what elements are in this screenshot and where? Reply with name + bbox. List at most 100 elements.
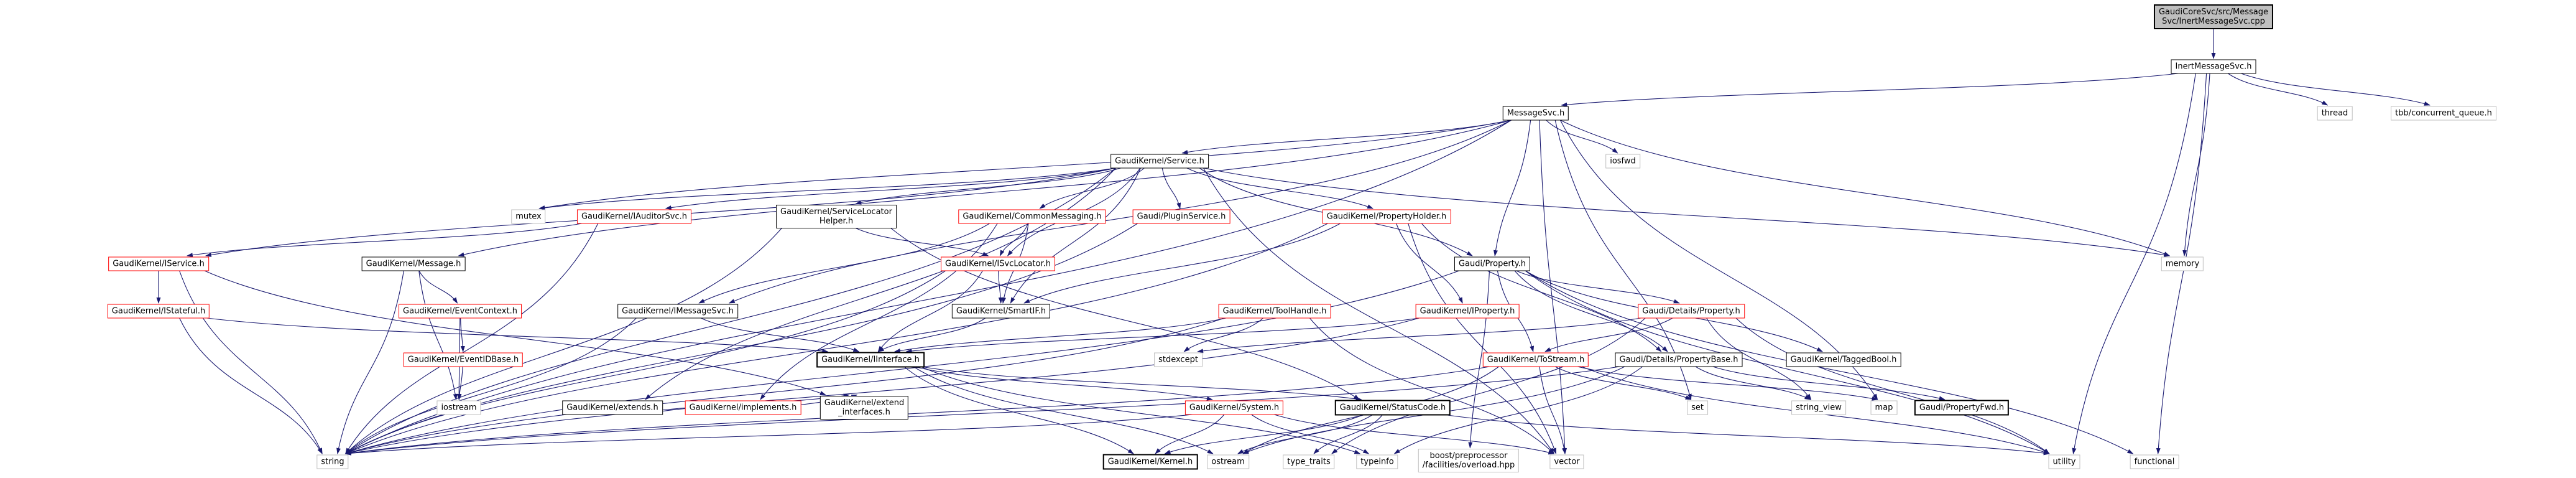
node-label: iosfwd [1610,156,1636,166]
edge-messagesvc-mutex [538,120,1512,210]
node-tbb[interactable]: tbb/concurrent_queue.h [2391,106,2496,121]
node-gproperty[interactable]: Gaudi/Property.h [1454,256,1531,271]
node-propertyfwd[interactable]: Gaudi/PropertyFwd.h [1914,400,2010,416]
edge-inert-thread [2228,73,2329,106]
edge-iproperty-string [344,317,1420,455]
node-vector[interactable]: vector [1549,454,1584,469]
node-pluginsvc[interactable]: Gaudi/PluginService.h [1132,209,1230,224]
node-iservice[interactable]: GaudiKernel/IService.h [108,256,209,271]
node-set[interactable]: set [1687,400,1708,415]
node-iosfwd[interactable]: iosfwd [1605,154,1640,169]
node-mutex[interactable]: mutex [511,209,546,224]
node-propertybase[interactable]: Gaudi/Details/PropertyBase.h [1615,352,1743,367]
node-label: ostream [1211,457,1245,467]
edge-gproperty-boost [1468,270,1490,449]
edge-service-commonmsg [1039,167,1145,209]
edge-system-vector [1274,414,1555,455]
node-slhelper[interactable]: GaudiKernel/ServiceLocator Helper.h [776,205,897,228]
node-label: GaudiKernel/System.h [1189,403,1280,413]
node-stringview[interactable]: string_view [1791,400,1846,415]
node-functional[interactable]: functional [2130,454,2179,469]
edge-isvclocator-iinterface [877,270,983,352]
node-string[interactable]: string [316,454,349,469]
node-label: boost/preprocessor [1429,451,1508,461]
node-label: GaudiKernel/implements.h [689,403,797,413]
node-dproperty[interactable]: Gaudi/Details/Property.h [1638,304,1745,319]
node-service[interactable]: GaudiKernel/Service.h [1110,154,1209,169]
node-smartif[interactable]: GaudiKernel/SmartIF.h [951,304,1051,319]
node-ostream[interactable]: ostream [1207,454,1249,469]
edge-iinterface-system [914,366,1213,401]
node-taggedbool[interactable]: GaudiKernel/TaggedBool.h [1786,352,1901,367]
node-eventcontext[interactable]: GaudiKernel/EventContext.h [399,304,522,319]
node-label: string [321,457,344,467]
edge-isvclocator-smartif [998,270,1003,304]
edge-imessagesvc-string [344,317,637,454]
node-system[interactable]: GaudiKernel/System.h [1184,400,1284,415]
node-label: GaudiKernel/EventContext.h [403,306,517,316]
edge-inert-tbb [2241,73,2431,106]
node-label: GaudiKernel/ISvcLocator.h [945,259,1051,269]
node-message[interactable]: GaudiKernel/Message.h [361,256,466,271]
node-extendifaces[interactable]: GaudiKernel/extend _interfaces.h [819,396,909,419]
edge-toolhandle-vector [1309,317,1555,454]
node-istateful[interactable]: GaudiKernel/IStateful.h [107,304,210,319]
node-memory[interactable]: memory [2161,256,2204,271]
node-implements[interactable]: GaudiKernel/implements.h [685,400,801,415]
node-inert[interactable]: InertMessageSvc.h [2171,59,2256,74]
node-typetraits[interactable]: type_traits [1283,454,1335,469]
node-label: GaudiKernel/SmartIF.h [956,306,1046,316]
edge-tostream-map [1577,366,1878,401]
node-label: GaudiKernel/CommonMessaging.h [963,212,1102,222]
node-propholder[interactable]: GaudiKernel/PropertyHolder.h [1322,209,1451,224]
edge-service-propholder [1186,167,1374,209]
node-map[interactable]: map [1870,400,1898,415]
node-root[interactable]: GaudiCoreSvc/src/Message Svc/InertMessage… [2153,4,2274,29]
edge-messagesvc-gproperty [1493,120,1531,256]
node-thread[interactable]: thread [2317,106,2353,121]
node-label: Helper.h [819,217,854,226]
edge-messagesvc-vector [1539,120,1567,454]
edge-propertybase-stringview [1695,366,1811,400]
node-label: Svc/InertMessageSvc.cpp [2162,17,2265,26]
node-eventidbase[interactable]: GaudiKernel/EventIDBase.h [403,352,524,367]
edge-iproperty-iinterface [905,317,1420,354]
edge-iinterface-typeinfo [920,366,1361,454]
node-label: functional [2134,457,2175,467]
edge-messagesvc-iosfwd [1546,120,1618,154]
node-kernel[interactable]: GaudiKernel/Kernel.h [1102,454,1198,470]
node-label: type_traits [1287,457,1331,467]
node-messagesvc[interactable]: MessageSvc.h [1502,106,1569,121]
node-label: Gaudi/PropertyFwd.h [1919,403,2005,413]
node-imessagesvc[interactable]: GaudiKernel/IMessageSvc.h [617,304,738,319]
edge-iinterface-statuscode [920,366,1362,401]
node-typeinfo[interactable]: typeinfo [1356,454,1398,469]
node-toolhandle[interactable]: GaudiKernel/ToolHandle.h [1218,304,1331,319]
edge-imessagesvc-iinterface [700,317,860,352]
node-label: GaudiKernel/ToolHandle.h [1222,306,1327,316]
node-iostream[interactable]: iostream [436,400,481,415]
node-extends[interactable]: GaudiKernel/extends.h [562,400,663,415]
edge-service-vector [1203,167,1554,454]
node-boost[interactable]: boost/preprocessor/facilities/overload.h… [1418,449,1520,472]
edge-propholder-vector [1408,223,1557,454]
node-label: GaudiKernel/Message.h [366,259,461,269]
edge-statuscode-ostream [1237,414,1373,454]
node-tostream[interactable]: GaudiKernel/ToStream.h [1482,352,1589,367]
node-iauditorsvc[interactable]: GaudiKernel/IAuditorSvc.h [576,209,692,224]
node-commonmsg[interactable]: GaudiKernel/CommonMessaging.h [958,209,1106,224]
node-stdexcept[interactable]: stdexcept [1154,352,1203,367]
node-label: GaudiKernel/IMessageSvc.h [622,306,734,316]
node-label: GaudiCoreSvc/src/Message [2158,7,2269,17]
edge-propholder-propertybase [1421,223,1662,352]
node-isvclocator[interactable]: GaudiKernel/ISvcLocator.h [941,256,1055,271]
node-utility[interactable]: utility [2048,454,2080,469]
node-statuscode[interactable]: GaudiKernel/StatusCode.h [1334,400,1451,416]
node-iinterface[interactable]: GaudiKernel/IInterface.h [816,352,925,368]
edge-statuscode-utility [1443,414,2050,456]
edge-service-slhelper [855,167,1121,205]
node-label: GaudiKernel/extend [824,398,905,408]
edge-statuscode-kernel [1164,414,1364,454]
node-iproperty[interactable]: GaudiKernel/IProperty.h [1415,304,1520,319]
